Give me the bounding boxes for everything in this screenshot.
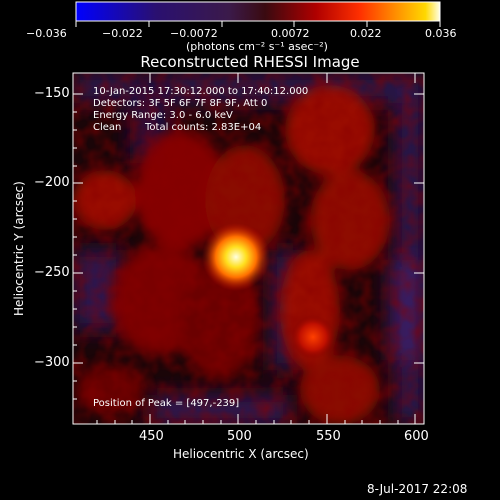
plot-frame (72, 72, 425, 425)
info-total-counts: Total counts: 2.83E+04 (145, 122, 262, 133)
y-tick-label: −150 (34, 86, 70, 101)
colorbar-tick-label: −0.022 (102, 27, 143, 40)
y-axis-label: Heliocentric Y (arcsec) (12, 181, 26, 316)
image-content (73, 73, 424, 424)
colorbar-ticks (75, 21, 441, 27)
peak-source (202, 223, 270, 291)
footer-date: 8-Jul-2017 22:08 (367, 482, 468, 496)
colorbar-tick-label: 0.036 (425, 27, 457, 40)
info-energy-range: Energy Range: 3.0 - 6.0 keV (93, 110, 233, 121)
info-time-range: 10-Jan-2015 17:30:12.000 to 17:40:12.000 (93, 86, 309, 97)
colorbar (75, 1, 441, 27)
x-tick-label: 450 (139, 429, 164, 444)
x-tick-label: 600 (404, 429, 429, 444)
x-ticks (96, 73, 416, 424)
colorbar-unit-label: (photons cm⁻² s⁻¹ asec⁻²) (186, 40, 328, 53)
colorbar-gradient (75, 1, 441, 22)
x-tick-label: 500 (227, 429, 252, 444)
plot-title: Reconstructed RHESSI Image (140, 53, 360, 71)
colorbar-tick-label: 0.0072 (271, 27, 310, 40)
info-method: Clean (93, 122, 122, 133)
x-axis-label: Heliocentric X (arcsec) (173, 447, 309, 461)
peak-position-label: Position of Peak = [497,-239] (93, 398, 240, 409)
x-tick-label: 550 (316, 429, 341, 444)
colorbar-tick-label: 0.022 (350, 27, 382, 40)
colorbar-tick-label: −0.0072 (170, 27, 218, 40)
y-ticks (73, 93, 424, 400)
secondary-source (291, 315, 335, 359)
info-detectors: Detectors: 3F 5F 6F 7F 8F 9F, Att 0 (93, 98, 268, 109)
y-tick-label: −200 (34, 175, 70, 190)
y-tick-label: −300 (34, 355, 70, 370)
y-tick-label: −250 (34, 265, 70, 280)
colorbar-tick-label: −0.036 (26, 27, 67, 40)
